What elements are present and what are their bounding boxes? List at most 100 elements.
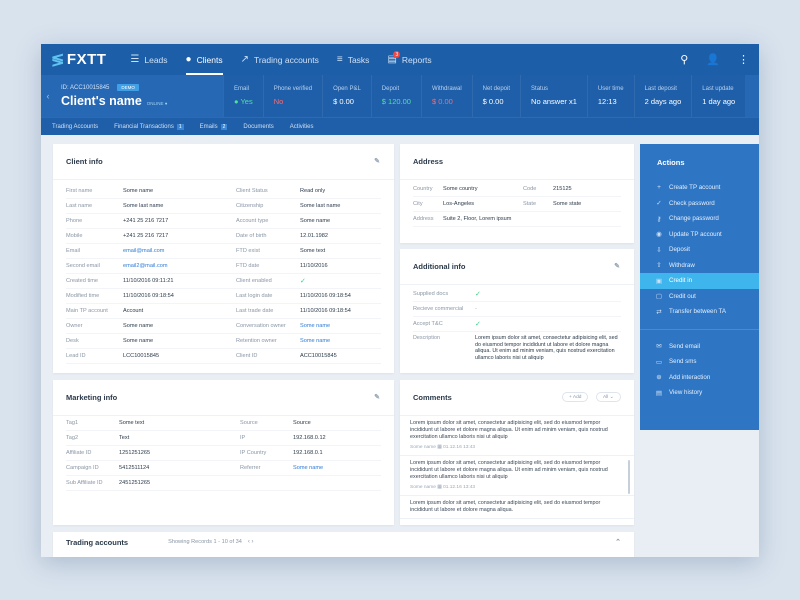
action-withdraw[interactable]: ⇧ Withdraw [640, 258, 759, 274]
check-password-icon: ✓ [656, 200, 662, 208]
stat-value: 1 day ago [702, 97, 736, 106]
field-value: +241 25 216 7217 [123, 214, 236, 229]
comment-item: Lorem ipsum dolor sit amet, consectetur … [400, 416, 634, 456]
field-label: Phone [66, 214, 123, 229]
deposit-icon: ⇩ [656, 246, 662, 254]
field-value[interactable]: email@mail.com [123, 244, 236, 259]
collapse-icon[interactable]: ⌃ [615, 539, 621, 546]
action-check-password[interactable]: ✓ Check password [640, 196, 759, 212]
nav-trading-accounts[interactable]: ↗ Trading accounts [240, 54, 319, 65]
field-label: Email [66, 244, 123, 259]
stat-value: $ 120.00 [381, 97, 411, 106]
tab-financial-transactions[interactable]: Financial Transactions 1 [114, 123, 184, 130]
field-value: 215125 [553, 182, 621, 197]
comment-filter-select[interactable]: All ⌄ [596, 392, 621, 402]
field-value[interactable]: Some name [300, 319, 381, 334]
field-value: 192.168.0.1 [293, 446, 381, 461]
field-value: +241 25 216 7217 [123, 229, 236, 244]
main-nav: ☰ Leads ● Clients ↗ Trading accounts ≡ Tasks… [130, 44, 432, 75]
scrollbar[interactable] [628, 460, 630, 494]
field-value: Some text [119, 416, 240, 431]
edit-icon[interactable]: ✎ [374, 394, 380, 401]
stat-label: Phone verified [273, 86, 313, 92]
field-value: Account [123, 304, 236, 319]
field-value: Some country [443, 182, 523, 197]
tab-trading-accounts[interactable]: Trading Accounts [52, 123, 99, 130]
tasks-icon: ≡ [336, 54, 343, 65]
tab-emails[interactable]: Emails 2 [199, 123, 228, 130]
nav-tasks[interactable]: ≡ Tasks [336, 54, 370, 65]
action-credit-in[interactable]: ▣ Credit in [640, 273, 759, 289]
field-label: Campaign ID [66, 461, 119, 476]
divider [640, 328, 759, 330]
field-label: Conversation owner [236, 319, 300, 334]
field-value: Source [293, 416, 381, 431]
field-value[interactable]: email2@mail.com [123, 259, 236, 274]
stat-1: Phone verified No [262, 75, 322, 117]
search-icon[interactable]: ⚲ [680, 54, 689, 66]
action-transfer-between-ta[interactable]: ⇄ Transfer between TA [640, 304, 759, 320]
user-settings-icon[interactable]: 👤 [706, 54, 720, 66]
field-value: Text [119, 431, 240, 446]
stat-value: $ 0.00 [431, 97, 453, 106]
stat-2: Open P&L $ 0.00 [322, 75, 371, 117]
client-subnav: Trading Accounts Financial Transactions 1… [41, 117, 759, 135]
nav-reports[interactable]: ▤ 3 Reports [387, 51, 432, 65]
field-label: Last trade date [236, 304, 300, 319]
field-value[interactable]: Some name [300, 334, 381, 349]
field-label: Second email [66, 259, 123, 274]
action-label: Send sms [669, 358, 697, 366]
field-label: Created time [66, 274, 123, 289]
field-label: FTD exist [236, 244, 300, 259]
tab-documents[interactable]: Documents [243, 123, 274, 130]
field-value: Los-Angeles [443, 197, 523, 212]
action-add-interaction[interactable]: ⊕ Add interaction [640, 370, 759, 386]
field-value[interactable]: Some name [293, 461, 381, 476]
count-badge: 1 [176, 123, 184, 130]
address-table: Country Some country Code 215125 City Los-Ang… [400, 180, 634, 227]
card-title: Trading accounts [66, 537, 129, 547]
action-create-tp-account[interactable]: + Create TP account [640, 180, 759, 196]
withdraw-icon: ⇧ [656, 262, 662, 270]
field-value: 2451251265 [119, 476, 240, 491]
edit-icon[interactable]: ✎ [374, 158, 380, 165]
action-update-tp-account[interactable]: ◉ Update TP account [640, 227, 759, 243]
field-value: - [475, 302, 621, 317]
card-title: Comments [413, 393, 452, 402]
logo[interactable]: ≶ FXTT [51, 51, 107, 69]
field-label: Retention owner [236, 334, 300, 349]
action-deposit[interactable]: ⇩ Deposit [640, 242, 759, 258]
field-label: Supplied docs [413, 287, 475, 302]
create-tp-account-icon: + [657, 184, 661, 192]
field-label: City [413, 197, 443, 212]
action-send-sms[interactable]: ▭ Send sms [640, 354, 759, 370]
field-label: Citizenship [236, 199, 300, 214]
field-value: Read only [300, 184, 381, 199]
count-badge: 2 [220, 123, 228, 130]
field-value [293, 476, 381, 491]
action-send-email[interactable]: ✉ Send email [640, 339, 759, 355]
more-menu-icon[interactable]: ⋮ [738, 54, 749, 66]
add-comment-button[interactable]: + Add [562, 392, 589, 402]
stat-label: Last update [702, 86, 734, 92]
action-label: Update TP account [669, 230, 722, 238]
leads-icon: ☰ [130, 54, 140, 65]
edit-icon[interactable]: ✎ [614, 263, 620, 270]
field-value: ✓ [300, 274, 381, 289]
field-label: Modified time [66, 289, 123, 304]
comment-meta: Some name ▦ 01.12.16 13:43 [410, 484, 624, 491]
action-view-history[interactable]: ▤ View history [640, 385, 759, 401]
action-label: Send email [669, 342, 700, 350]
field-label: Sub Affiliate ID [66, 476, 119, 491]
action-credit-out[interactable]: ▢ Credit out [640, 289, 759, 305]
field-label: First name [66, 184, 123, 199]
pagination-arrows[interactable]: ‹ › [247, 539, 254, 545]
back-arrow-icon[interactable]: ‹ [46, 91, 50, 101]
tab-activities[interactable]: Activities [289, 123, 314, 130]
stat-value: 2 days ago [644, 97, 682, 106]
card-title: Additional info [413, 262, 466, 271]
nav-leads[interactable]: ☰ Leads [130, 54, 168, 65]
nav-clients[interactable]: ● Clients [185, 44, 223, 75]
field-label: IP Country [240, 446, 293, 461]
action-change-password[interactable]: ⚷ Change password [640, 211, 759, 227]
